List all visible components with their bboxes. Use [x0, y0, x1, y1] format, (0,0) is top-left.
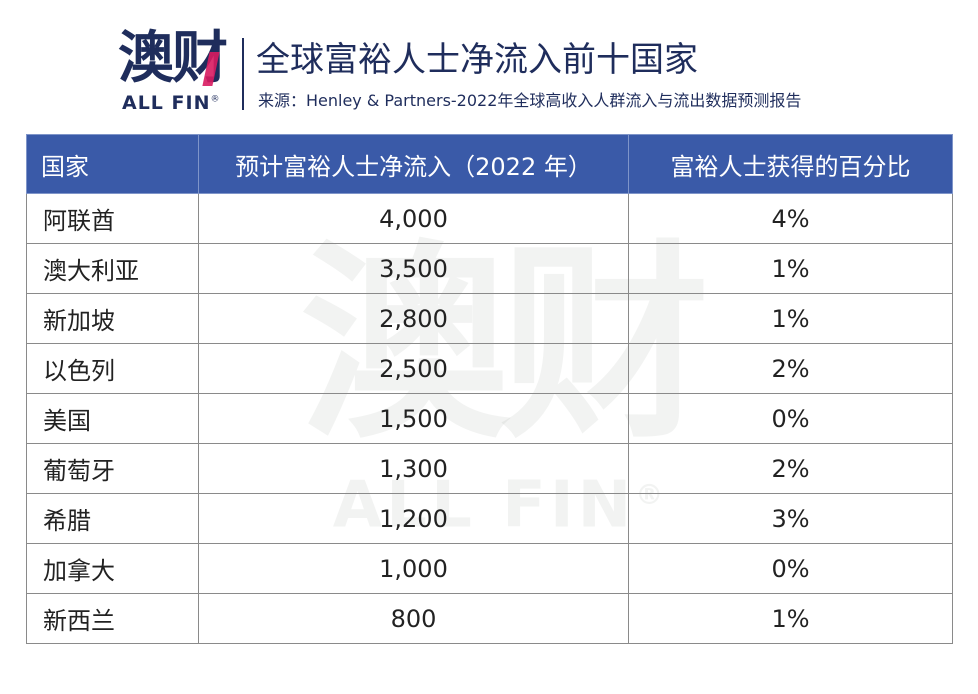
cell-inflow: 800: [198, 593, 629, 644]
logo-english-text: ALL FIN®: [122, 92, 220, 114]
cell-percent: 1%: [628, 293, 953, 344]
table-row: 新加坡 2,800 1%: [26, 293, 953, 344]
column-header-inflow: 预计富裕人士净流入（2022 年）: [198, 134, 629, 194]
table-row: 美国 1,500 0%: [26, 393, 953, 444]
cell-inflow: 3,500: [198, 243, 629, 294]
cell-country: 新西兰: [26, 593, 199, 644]
table-body: 阿联酋 4,000 4% 澳大利亚 3,500 1% 新加坡 2,800 1% …: [26, 193, 953, 644]
registered-mark: ®: [210, 94, 221, 105]
cell-country: 美国: [26, 393, 199, 444]
column-header-country: 国家: [26, 134, 199, 194]
cell-inflow: 4,000: [198, 193, 629, 244]
cell-inflow: 1,500: [198, 393, 629, 444]
cell-percent: 3%: [628, 493, 953, 544]
data-table-container: 国家 预计富裕人士净流入（2022 年） 富裕人士获得的百分比 阿联酋 4,00…: [26, 134, 953, 644]
cell-inflow: 1,200: [198, 493, 629, 544]
cell-country: 以色列: [26, 343, 199, 394]
cell-inflow: 1,000: [198, 543, 629, 594]
cell-percent: 0%: [628, 393, 953, 444]
source-note: 来源：Henley & Partners-2022年全球高收入人群流入与流出数据…: [258, 91, 802, 110]
table-row: 澳大利亚 3,500 1%: [26, 243, 953, 294]
cell-percent: 1%: [628, 593, 953, 644]
cell-percent: 1%: [628, 243, 953, 294]
table-row: 葡萄牙 1,300 2%: [26, 443, 953, 494]
cell-country: 阿联酋: [26, 193, 199, 244]
cell-inflow: 1,300: [198, 443, 629, 494]
cell-inflow: 2,800: [198, 293, 629, 344]
cell-country: 希腊: [26, 493, 199, 544]
column-header-percent: 富裕人士获得的百分比: [628, 134, 953, 194]
cell-percent: 2%: [628, 443, 953, 494]
cell-inflow: 2,500: [198, 343, 629, 394]
cell-country: 新加坡: [26, 293, 199, 344]
table-row: 加拿大 1,000 0%: [26, 543, 953, 594]
header-row: 国家 预计富裕人士净流入（2022 年） 富裕人士获得的百分比: [26, 134, 953, 194]
page-title: 全球富裕人士净流入前十国家: [256, 40, 698, 80]
cell-percent: 4%: [628, 193, 953, 244]
table-row: 以色列 2,500 2%: [26, 343, 953, 394]
cell-country: 加拿大: [26, 543, 199, 594]
table-row: 阿联酋 4,000 4%: [26, 193, 953, 244]
inflow-table: 国家 预计富裕人士净流入（2022 年） 富裕人士获得的百分比 阿联酋 4,00…: [26, 134, 953, 644]
header-divider: [242, 38, 244, 110]
table-header: 国家 预计富裕人士净流入（2022 年） 富裕人士获得的百分比: [26, 134, 953, 194]
cell-percent: 0%: [628, 543, 953, 594]
logo-english-label: ALL FIN: [122, 92, 211, 114]
cell-country: 澳大利亚: [26, 243, 199, 294]
brand-logo: 澳财 ALL FIN®: [118, 26, 236, 122]
cell-percent: 2%: [628, 343, 953, 394]
cell-country: 葡萄牙: [26, 443, 199, 494]
table-row: 希腊 1,200 3%: [26, 493, 953, 544]
table-row: 新西兰 800 1%: [26, 593, 953, 644]
